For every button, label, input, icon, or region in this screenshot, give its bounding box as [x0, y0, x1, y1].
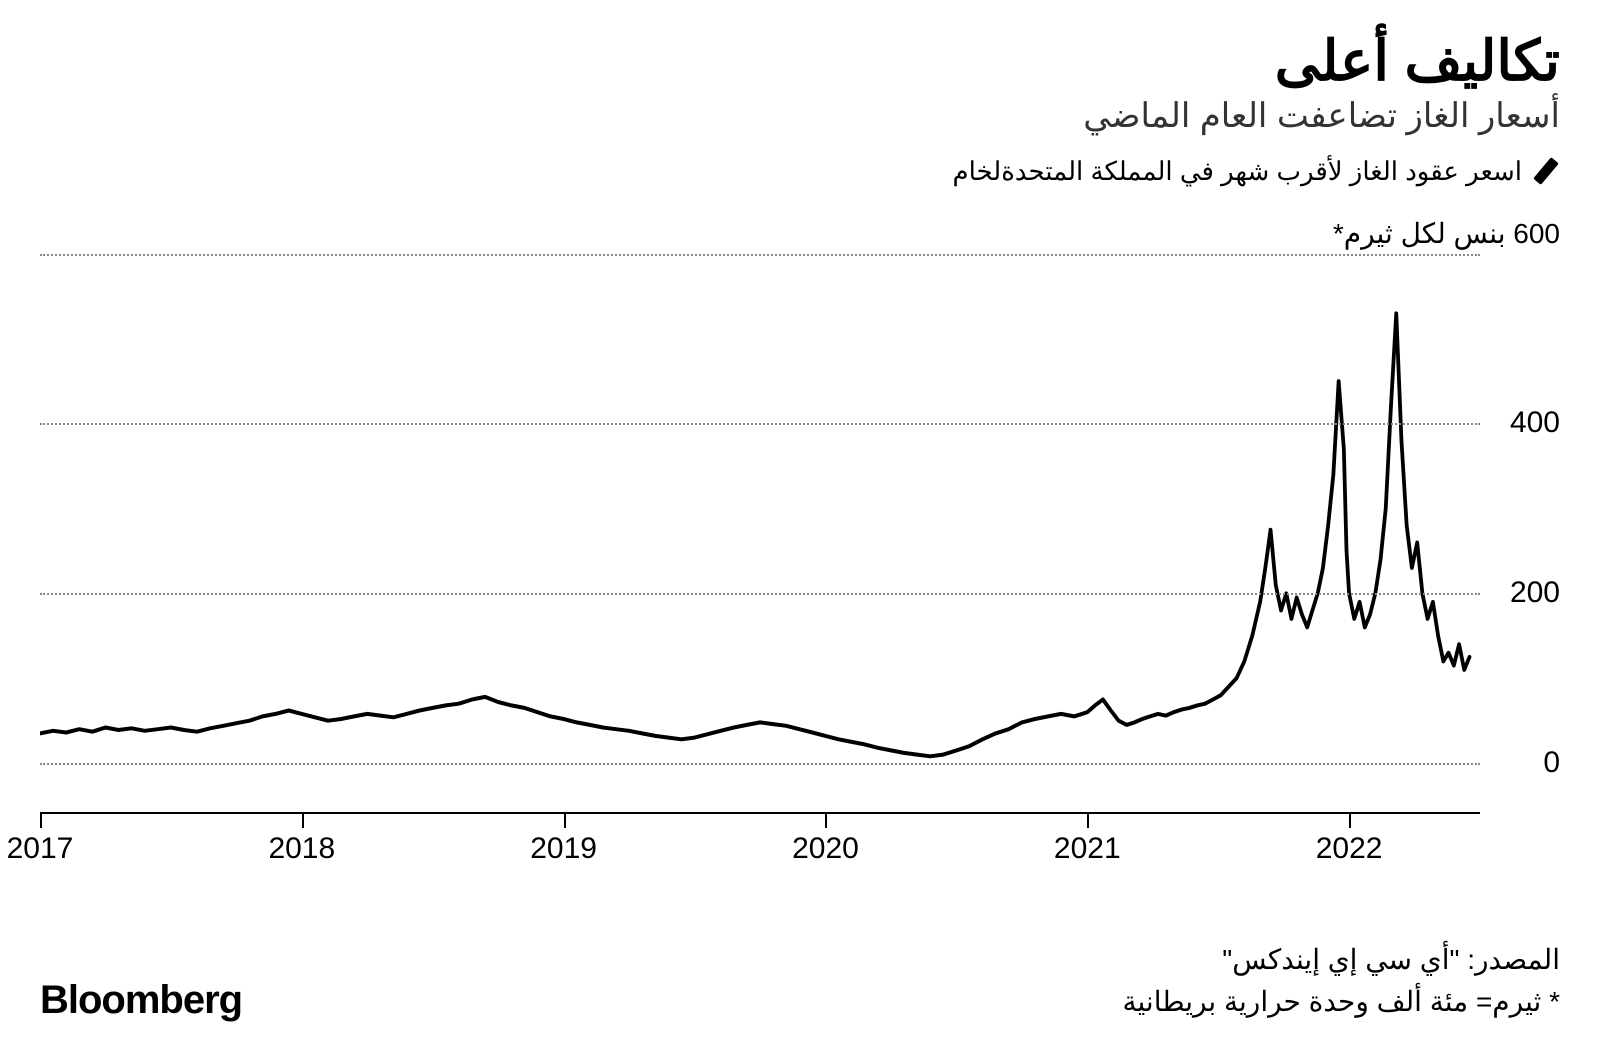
chart-container: تكاليف أعلى أسعار الغاز تضاعفت العام الم…	[0, 0, 1600, 1053]
y-axis-tick-label: 0	[1490, 746, 1560, 780]
x-axis-tick-label: 2020	[792, 832, 859, 866]
chart-wrapper: 600 بنس لكل ثيرم* 0200400201720182019202…	[40, 217, 1560, 814]
y-axis-unit-label: 600 بنس لكل ثيرم*	[40, 217, 1560, 250]
brand-logo: Bloomberg	[40, 978, 242, 1023]
x-axis-tick-label: 2017	[7, 832, 74, 866]
gridline	[40, 763, 1480, 765]
x-axis-tick-label: 2021	[1054, 832, 1121, 866]
price-line	[40, 313, 1469, 756]
x-axis-tick-label: 2018	[268, 832, 335, 866]
legend-label: اسعر عقود الغاز لأقرب شهر في المملكة الم…	[952, 156, 1522, 187]
chart-footer: Bloomberg المصدر: "أي سي إي إيندكس" * ثي…	[40, 939, 1560, 1023]
x-axis-tick	[1349, 814, 1351, 828]
x-axis-tick	[40, 814, 42, 828]
gridline	[40, 593, 1480, 595]
chart-header: تكاليف أعلى أسعار الغاز تضاعفت العام الم…	[40, 30, 1560, 136]
x-axis	[40, 812, 1480, 814]
plot-area: 0200400201720182019202020212022	[40, 254, 1560, 814]
chart-legend: اسعر عقود الغاز لأقرب شهر في المملكة الم…	[40, 156, 1560, 187]
x-axis-tick	[564, 814, 566, 828]
line-series	[40, 254, 1480, 814]
source-line-2: * ثيرم= مئة ألف وحدة حرارية بريطانية	[1122, 981, 1560, 1023]
chart-subtitle: أسعار الغاز تضاعفت العام الماضي	[40, 96, 1560, 136]
y-axis-tick-label: 400	[1490, 406, 1560, 440]
x-axis-tick	[1087, 814, 1089, 828]
x-axis-tick	[825, 814, 827, 828]
x-axis-tick-label: 2022	[1316, 832, 1383, 866]
legend-swatch-icon	[1533, 157, 1559, 185]
x-axis-tick	[302, 814, 304, 828]
source-line-1: المصدر: "أي سي إي إيندكس"	[1122, 939, 1560, 981]
gridline	[40, 423, 1480, 425]
x-axis-tick-label: 2019	[530, 832, 597, 866]
source-text: المصدر: "أي سي إي إيندكس" * ثيرم= مئة أل…	[1122, 939, 1560, 1023]
y-axis-tick-label: 200	[1490, 576, 1560, 610]
gridline	[40, 254, 1480, 256]
chart-title: تكاليف أعلى	[40, 30, 1560, 92]
